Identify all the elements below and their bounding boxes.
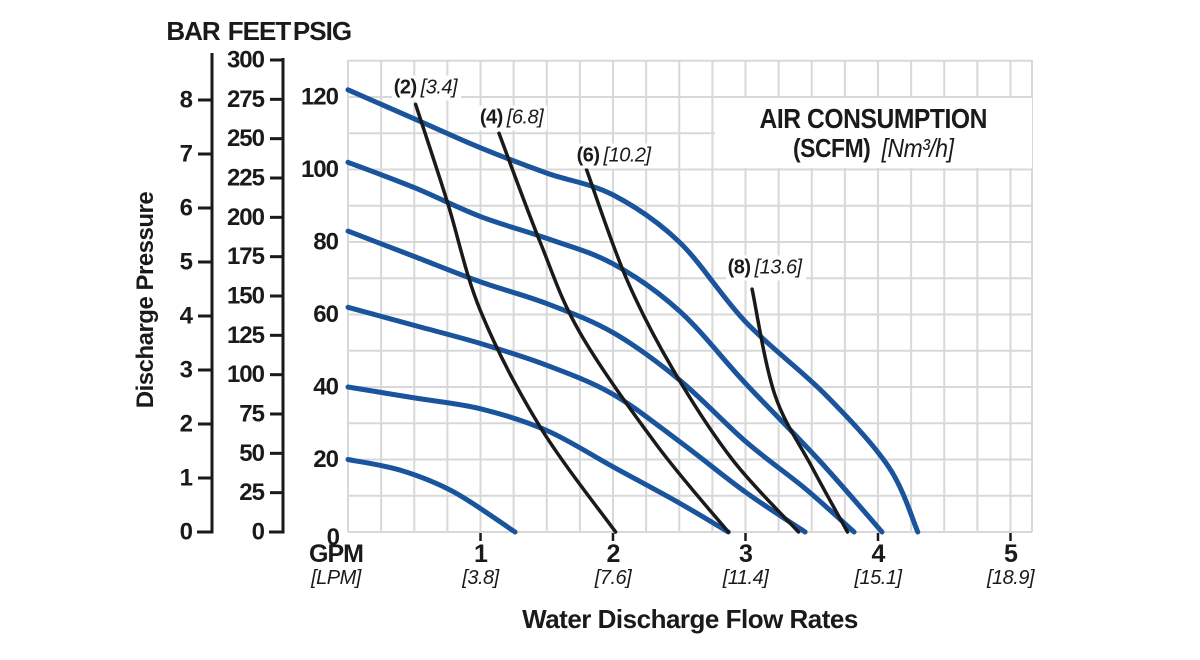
feet-tick-label-200: 200 [227,204,265,231]
pump-curve-60psig [345,304,808,535]
x-tick-label-2: 2 [7.6] [568,541,658,589]
psig-scale-header: PSIG [292,16,352,46]
bar-tick-label-7: 7 [180,141,193,168]
bar-scale-header: BAR [166,16,220,46]
bar-tick-label-8: 8 [180,87,193,114]
lpm-value: [3.8] [462,567,499,589]
lpm-value: [7.6] [594,567,632,589]
air-label-scfm-value: (4) [479,106,503,129]
lpm-unit-label: [LPM] [311,567,361,589]
air-line-label-8scfm: (8) [13.6] [725,255,806,281]
grid-lines [347,59,1033,533]
air-line-label-2scfm: (2) [3.4] [391,75,462,101]
bar-tick-label-5: 5 [180,249,193,276]
psig-tick-label-120: 120 [301,84,339,111]
feet-tick-label-50: 50 [239,440,264,467]
gpm-value: 1 [474,540,488,568]
feet-tick-label-225: 225 [227,165,265,192]
x-tick-label-3: 3 [11.4] [701,541,791,589]
x-axis-title: Water Discharge Flow Rates [522,604,858,634]
air-line-6scfm [584,167,801,534]
lpm-value: [18.9] [986,567,1035,589]
air-label-nm3h-value: [6.8] [506,106,544,129]
feet-tick-label-175: 175 [227,243,265,270]
air-line-label-4scfm: (4) [6.8] [477,105,548,131]
feet-scale-header: FEET [227,16,291,46]
pump-curve-100psig [345,159,885,535]
feet-tick-label-100: 100 [227,361,265,388]
bar-tick-label-2: 2 [180,411,193,438]
feet-tick-label-0: 0 [252,519,265,546]
pump-curve-120psig [345,87,921,535]
bar-tick-label-1: 1 [180,465,193,492]
feet-tick-label-75: 75 [239,401,264,428]
air-line-2scfm [413,102,618,534]
air-line-4scfm [497,131,731,534]
gpm-value: 5 [1004,540,1018,568]
air-label-scfm-value: (6) [576,144,600,167]
air-line-8scfm [750,287,850,534]
psig-tick-label-80: 80 [313,229,338,256]
feet-tick-label-25: 25 [239,479,264,506]
air-consumption-subtitle: (SCFM) [Nm³/h] [793,134,954,162]
psig-tick-label-60: 60 [313,301,338,328]
bar-tick-label-4: 4 [180,303,194,330]
pump-curve-20psig [345,457,518,535]
bar-tick-label-3: 3 [180,357,193,384]
air-consumption-title: AIR CONSUMPTION [759,103,988,134]
pump-curve-80psig [345,228,857,535]
x-tick-label-1: 1 [3.8] [436,541,526,589]
psig-tick-label-100: 100 [301,156,339,183]
gpm-unit-label: GPM [309,540,364,568]
feet-tick-label-275: 275 [227,86,265,113]
air-consumption-title-box: AIR CONSUMPTION (SCFM) [Nm³/h] [715,98,1032,168]
lpm-value: [15.1] [854,567,902,589]
bar-tick-label-0: 0 [180,519,193,546]
gpm-value: 2 [606,540,621,568]
origin-zero-label: 0 [326,524,340,551]
feet-tick-label-150: 150 [227,283,265,310]
nm3h-label: [Nm³/h] [881,133,954,163]
bar-axis-line [197,53,214,534]
scfm-label: (SCFM) [793,133,871,163]
air-label-nm3h-value: [3.4] [420,76,458,99]
air-label-nm3h-value: [10.2] [603,144,652,167]
air-label-nm3h-value: [13.6] [754,256,803,279]
psig-tick-label-20: 20 [313,446,338,473]
feet-tick-label-125: 125 [227,322,265,349]
air-line-label-6scfm: (6) [10.2] [574,143,655,169]
air-label-scfm-value: (8) [727,256,751,279]
lpm-value: [11.4] [722,567,769,589]
feet-tick-label-250: 250 [227,125,265,152]
gpm-value: 3 [739,540,753,568]
x-axis-unit-labels: GPM [LPM] [291,541,381,589]
feet-tick-label-300: 300 [227,47,265,74]
x-tick-label-4: 4 [15.1] [833,541,923,589]
pump-curve-40psig [345,384,731,535]
air-label-scfm-value: (2) [393,76,417,99]
psig-tick-label-40: 40 [313,374,338,401]
bar-tick-label-6: 6 [180,195,193,222]
x-tick-label-5: 5 [18.9] [966,541,1056,589]
gpm-value: 4 [871,540,886,568]
